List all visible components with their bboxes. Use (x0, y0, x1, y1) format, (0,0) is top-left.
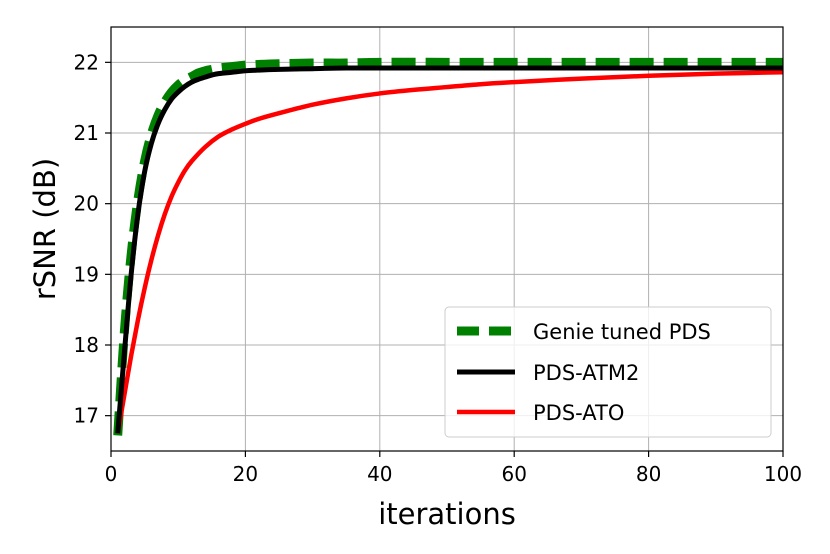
series-layer (113, 57, 783, 436)
legend-label: Genie tuned PDS (533, 320, 711, 344)
plot-frame (110, 26, 784, 452)
x-tick-label: 0 (105, 462, 118, 486)
ticks: 0 20 40 60 80 100 17 18 19 20 21 22 (74, 50, 803, 486)
x-tick-label: 40 (367, 462, 392, 486)
series-line-pds-ato (115, 69, 783, 434)
x-axis-title: iterations (378, 497, 516, 531)
y-tick-label: 18 (74, 333, 99, 357)
y-tick-label: 21 (74, 121, 99, 145)
legend-label: PDS-ATM2 (533, 361, 639, 385)
x-tick-label: 20 (233, 462, 258, 486)
y-tick-label: 22 (74, 50, 99, 74)
y-axis-title: rSNR (dB) (28, 158, 62, 300)
legend-label: PDS-ATO (533, 401, 624, 425)
series-line-pds-atm2 (115, 65, 783, 434)
y-tick-label: 20 (74, 192, 99, 216)
x-tick-label: 60 (501, 462, 526, 486)
x-tick-label: 100 (764, 462, 802, 486)
x-tick-label: 80 (636, 462, 661, 486)
y-tick-label: 19 (74, 262, 99, 286)
legend: Genie tuned PDS PDS-ATM2 PDS-ATO (444, 306, 772, 438)
legend-box (444, 306, 772, 438)
y-tick-label: 17 (74, 404, 99, 428)
